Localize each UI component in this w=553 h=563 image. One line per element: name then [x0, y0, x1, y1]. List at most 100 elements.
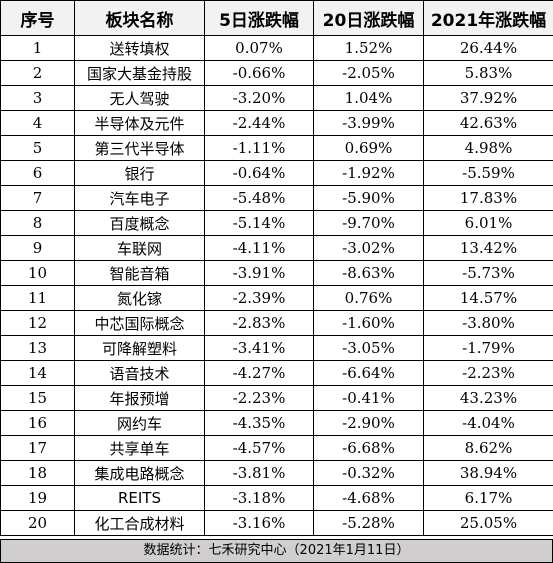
- sector-performance-table: 序号 板块名称 5日涨跌幅 20日涨跌幅 2021年涨跌幅 1 送转填权 0.07%…: [0, 0, 553, 536]
- change-20day: -4.68%: [313, 485, 424, 511]
- sector-name: 百度概念: [74, 210, 205, 236]
- change-5day: -2.44%: [204, 110, 314, 136]
- change-2021: -3.80%: [423, 310, 553, 336]
- change-2021: 4.98%: [423, 135, 553, 161]
- sector-name: 国家大基金持股: [74, 60, 205, 86]
- change-2021: 25.05%: [423, 510, 553, 536]
- row-index: 15: [0, 385, 75, 411]
- change-2021: 37.92%: [423, 85, 553, 111]
- table-row: 6 银行 -0.64% -1.92% -5.59%: [0, 160, 553, 186]
- table-row: 8 百度概念 -5.14% -9.70% 6.01%: [0, 210, 553, 236]
- row-index: 5: [0, 135, 75, 161]
- change-5day: -3.16%: [204, 510, 314, 536]
- change-5day: -4.27%: [204, 360, 314, 386]
- row-index: 14: [0, 360, 75, 386]
- change-20day: -3.05%: [313, 335, 424, 361]
- change-20day: -1.92%: [313, 160, 424, 186]
- header-index: 序号: [0, 0, 75, 36]
- header-row: 序号 板块名称 5日涨跌幅 20日涨跌幅 2021年涨跌幅: [0, 0, 553, 36]
- change-2021: -1.79%: [423, 335, 553, 361]
- change-2021: -5.73%: [423, 260, 553, 286]
- change-2021: -2.23%: [423, 360, 553, 386]
- change-5day: -4.11%: [204, 235, 314, 261]
- sector-name: 共享单车: [74, 435, 205, 461]
- change-20day: -2.90%: [313, 410, 424, 436]
- row-index: 16: [0, 410, 75, 436]
- row-index: 4: [0, 110, 75, 136]
- table-row: 7 汽车电子 -5.48% -5.90% 17.83%: [0, 185, 553, 211]
- row-index: 1: [0, 35, 75, 61]
- row-index: 17: [0, 435, 75, 461]
- sector-name: 网约车: [74, 410, 205, 436]
- change-20day: -6.68%: [313, 435, 424, 461]
- table-row: 19 REITS -3.18% -4.68% 6.17%: [0, 485, 553, 511]
- change-2021: 26.44%: [423, 35, 553, 61]
- change-2021: 6.01%: [423, 210, 553, 236]
- table-row: 2 国家大基金持股 -0.66% -2.05% 5.83%: [0, 60, 553, 86]
- change-20day: -5.90%: [313, 185, 424, 211]
- change-20day: -6.64%: [313, 360, 424, 386]
- change-5day: -4.57%: [204, 435, 314, 461]
- change-5day: -2.83%: [204, 310, 314, 336]
- header-sector-name: 板块名称: [74, 0, 205, 36]
- table-row: 15 年报预增 -2.23% -0.41% 43.23%: [0, 385, 553, 411]
- row-index: 13: [0, 335, 75, 361]
- row-index: 7: [0, 185, 75, 211]
- table-row: 12 中芯国际概念 -2.83% -1.60% -3.80%: [0, 310, 553, 336]
- change-2021: 14.57%: [423, 285, 553, 311]
- change-2021: -4.04%: [423, 410, 553, 436]
- change-20day: 1.52%: [313, 35, 424, 61]
- sector-name: 中芯国际概念: [74, 310, 205, 336]
- sector-name: 汽车电子: [74, 185, 205, 211]
- change-2021: 5.83%: [423, 60, 553, 86]
- change-5day: -3.91%: [204, 260, 314, 286]
- change-20day: -2.05%: [313, 60, 424, 86]
- table-row: 3 无人驾驶 -3.20% 1.04% 37.92%: [0, 85, 553, 111]
- change-5day: -2.39%: [204, 285, 314, 311]
- table-row: 14 语音技术 -4.27% -6.64% -2.23%: [0, 360, 553, 386]
- row-index: 11: [0, 285, 75, 311]
- table-row: 20 化工合成材料 -3.16% -5.28% 25.05%: [0, 510, 553, 536]
- change-5day: 0.07%: [204, 35, 314, 61]
- change-5day: -5.14%: [204, 210, 314, 236]
- change-5day: -0.64%: [204, 160, 314, 186]
- change-2021: 13.42%: [423, 235, 553, 261]
- row-index: 12: [0, 310, 75, 336]
- table-header: 序号 板块名称 5日涨跌幅 20日涨跌幅 2021年涨跌幅: [0, 0, 553, 36]
- change-5day: -3.18%: [204, 485, 314, 511]
- table-row: 5 第三代半导体 -1.11% 0.69% 4.98%: [0, 135, 553, 161]
- sector-name: 化工合成材料: [74, 510, 205, 536]
- sector-name: 车联网: [74, 235, 205, 261]
- change-5day: -3.81%: [204, 460, 314, 486]
- change-5day: -0.66%: [204, 60, 314, 86]
- change-2021: 42.63%: [423, 110, 553, 136]
- row-index: 8: [0, 210, 75, 236]
- table-row: 9 车联网 -4.11% -3.02% 13.42%: [0, 235, 553, 261]
- change-2021: 43.23%: [423, 385, 553, 411]
- sector-name: 半导体及元件: [74, 110, 205, 136]
- sector-name: 送转填权: [74, 35, 205, 61]
- change-5day: -3.20%: [204, 85, 314, 111]
- change-20day: 1.04%: [313, 85, 424, 111]
- row-index: 6: [0, 160, 75, 186]
- sector-name: 无人驾驶: [74, 85, 205, 111]
- change-2021: 6.17%: [423, 485, 553, 511]
- change-20day: -9.70%: [313, 210, 424, 236]
- row-index: 10: [0, 260, 75, 286]
- change-2021: 17.83%: [423, 185, 553, 211]
- sector-name: 可降解塑料: [74, 335, 205, 361]
- sector-name: REITS: [74, 485, 205, 511]
- change-5day: -5.48%: [204, 185, 314, 211]
- change-20day: -3.99%: [313, 110, 424, 136]
- header-2021-change: 2021年涨跌幅: [423, 0, 553, 36]
- change-20day: 0.76%: [313, 285, 424, 311]
- change-2021: -5.59%: [423, 160, 553, 186]
- row-index: 9: [0, 235, 75, 261]
- change-5day: -4.35%: [204, 410, 314, 436]
- change-5day: -1.11%: [204, 135, 314, 161]
- change-20day: -5.28%: [313, 510, 424, 536]
- change-5day: -2.23%: [204, 385, 314, 411]
- header-20day-change: 20日涨跌幅: [313, 0, 424, 36]
- change-20day: -0.41%: [313, 385, 424, 411]
- row-index: 19: [0, 485, 75, 511]
